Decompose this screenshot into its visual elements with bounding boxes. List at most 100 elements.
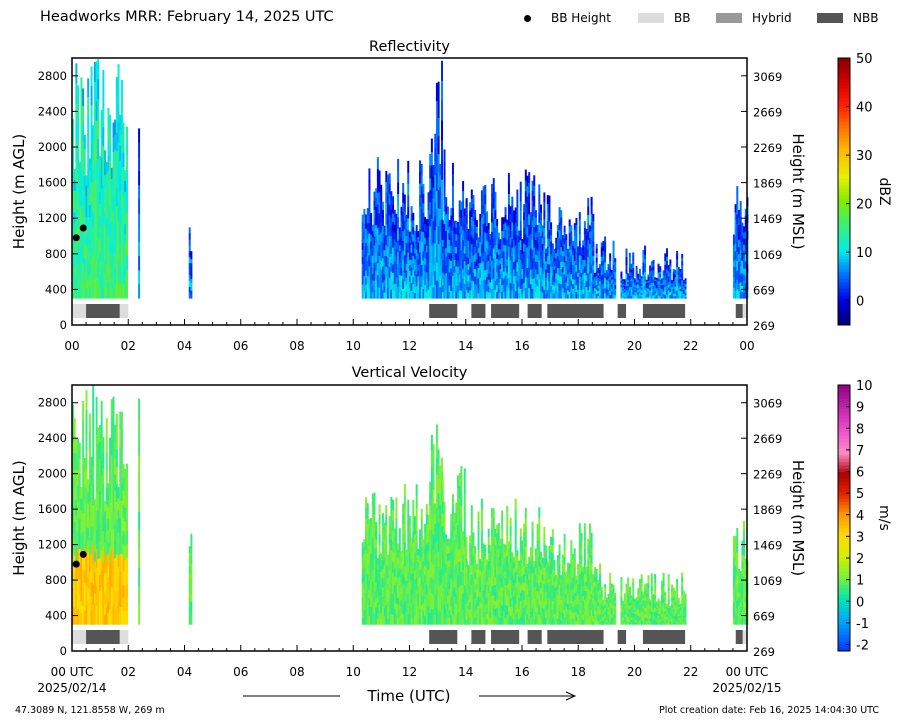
heatmap-cell [427, 523, 430, 534]
heatmap-cell [480, 271, 483, 281]
heatmap-cell [402, 574, 405, 585]
heatmap-cell [644, 289, 647, 295]
heatmap-cell [465, 592, 468, 599]
heatmap-cell [560, 595, 563, 600]
heatmap-cell [582, 264, 585, 270]
heatmap-cell [553, 613, 556, 620]
heatmap-cell [105, 230, 108, 242]
heatmap-cell [373, 569, 376, 581]
heatmap-cell [677, 280, 680, 283]
heatmap-cell [422, 250, 425, 261]
heatmap-cell [644, 293, 647, 299]
heatmap-cell [99, 474, 101, 492]
heatmap-cell [120, 189, 123, 208]
heatmap-cell [380, 612, 383, 619]
heatmap-cell [567, 248, 569, 254]
heatmap-cell [412, 603, 415, 615]
heatmap-cell [548, 558, 551, 566]
heatmap-cell [630, 295, 633, 299]
heatmap-cell [519, 552, 522, 561]
heatmap-cell [443, 285, 446, 299]
heatmap-cell [122, 122, 125, 138]
heatmap-cell [565, 602, 568, 608]
heatmap-cell [467, 240, 470, 247]
heatmap-cell [126, 597, 128, 612]
heatmap-cell [75, 499, 78, 516]
heatmap-cell [529, 611, 532, 619]
heatmap-cell [612, 250, 615, 256]
heatmap-cell [398, 280, 401, 287]
heatmap-cell [572, 250, 575, 256]
heatmap-cell [392, 551, 395, 563]
heatmap-cell [366, 573, 369, 585]
heatmap-cell [397, 170, 400, 183]
heatmap-cell [448, 246, 451, 253]
heatmap-cell [526, 574, 529, 580]
heatmap-cell [607, 292, 610, 296]
heatmap-cell [635, 271, 638, 275]
y-right-tick-label: 269 [753, 319, 775, 333]
heatmap-cell [492, 537, 495, 548]
heatmap-cell [496, 532, 499, 542]
heatmap-cell [403, 507, 406, 520]
heatmap-cell [582, 283, 585, 289]
heatmap-cell [378, 514, 381, 525]
heatmap-cell [462, 278, 465, 289]
heatmap-cell [385, 574, 388, 585]
heatmap-cell [561, 245, 564, 252]
heatmap-cell [514, 252, 517, 261]
heatmap-cell [405, 561, 408, 569]
heatmap-cell [511, 281, 514, 291]
heatmap-cell [599, 284, 602, 288]
heatmap-cell [87, 527, 90, 541]
heatmap-cell [403, 246, 406, 256]
heatmap-cell [538, 250, 541, 261]
heatmap-cell [496, 245, 499, 253]
heatmap-cell [446, 560, 449, 568]
heatmap-cell [605, 270, 608, 273]
heatmap-cell [415, 225, 418, 232]
heatmap-cell [475, 291, 478, 299]
heatmap-cell [496, 566, 499, 575]
heatmap-cell [486, 602, 488, 609]
heatmap-cell [77, 470, 80, 486]
heatmap-cell [112, 415, 115, 436]
heatmap-cell [741, 247, 744, 255]
heatmap-cell [657, 278, 660, 282]
heatmap-cell [470, 574, 473, 585]
heatmap-cell [430, 434, 433, 451]
heatmap-cell [83, 485, 86, 500]
heatmap-cell [597, 277, 600, 281]
heatmap-cell [472, 563, 475, 572]
heatmap-cell [450, 605, 453, 616]
heatmap-cell [614, 284, 617, 289]
heatmap-cell [430, 561, 433, 578]
heatmap-cell [388, 534, 391, 544]
heatmap-cell [112, 225, 115, 241]
heatmap-cell [496, 238, 499, 246]
heatmap-cell [388, 588, 391, 598]
heatmap-cell [110, 233, 113, 245]
heatmap-cell [390, 613, 393, 625]
heatmap-cell [97, 158, 100, 180]
heatmap-cell [424, 532, 427, 541]
heatmap-cell [528, 579, 531, 586]
heatmap-cell [475, 226, 478, 234]
heatmap-cell [501, 567, 504, 578]
heatmap-cell [502, 217, 505, 225]
heatmap-cell [87, 224, 90, 244]
heatmap-cell [501, 548, 504, 559]
heatmap-cell [451, 174, 454, 186]
heatmap-cell [597, 267, 600, 271]
heatmap-cell [387, 606, 389, 614]
heatmap-cell [628, 294, 631, 299]
heatmap-cell [435, 524, 438, 542]
heatmap-cell [543, 271, 546, 281]
heatmap-cell [494, 608, 497, 617]
heatmap-cell [441, 562, 444, 576]
heatmap-cell [410, 566, 413, 575]
heatmap-cell [92, 405, 95, 426]
heatmap-cell [489, 591, 492, 599]
heatmap-cell [519, 536, 522, 545]
heatmap-cell [507, 603, 510, 611]
